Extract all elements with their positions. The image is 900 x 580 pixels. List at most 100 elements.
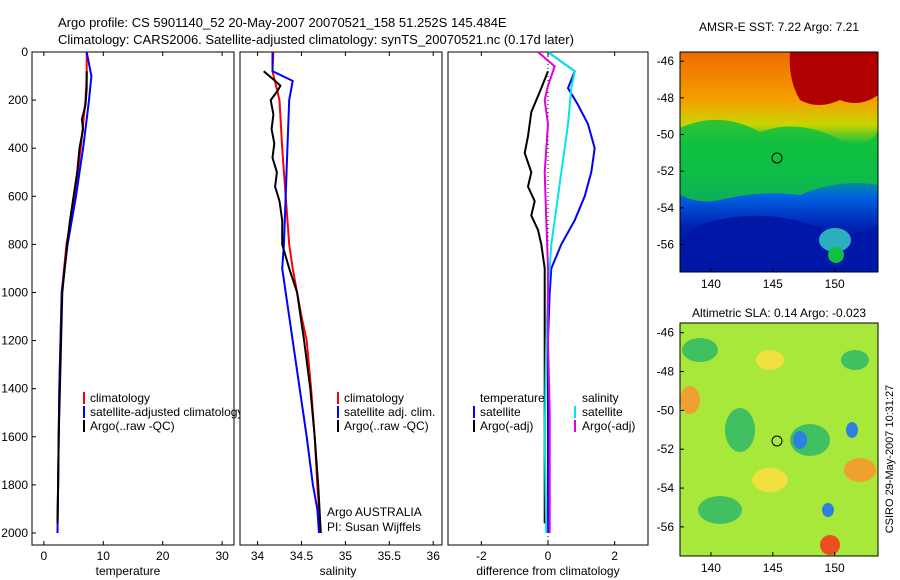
map-x-tick-label: 150 [825, 277, 845, 291]
sla-anomaly-green-4 [841, 350, 869, 370]
y-tick-label: 600 [8, 189, 28, 203]
map-x-tick-label: 140 [701, 561, 721, 575]
sla-anomaly-green-1 [682, 338, 718, 362]
sst-cool-eddy-core [828, 247, 844, 263]
sst-heatmap [680, 52, 878, 272]
series-line-salinity-argo-adj- [537, 51, 556, 533]
legend-label-salinity-argo: Argo(-adj) [582, 419, 635, 433]
temperature-legend: climatology satellite-adjusted climatolo… [83, 391, 243, 433]
x-tick-label: 35 [339, 549, 353, 563]
x-tick-label: 34 [251, 549, 265, 563]
sst-map-frame [679, 51, 879, 273]
map-y-tick-label: -50 [657, 403, 675, 417]
temperature-series-group [56, 51, 93, 534]
series-line-salinity-satellite [543, 51, 576, 534]
x-tick-label: 2 [611, 549, 618, 563]
x-tick-label: 30 [215, 549, 229, 563]
title-line-1: Argo profile: CS 5901140_52 20-May-2007 … [58, 15, 507, 30]
difference-series-group [523, 51, 596, 534]
map-y-tick-label: -46 [657, 326, 675, 340]
title-line-2: Climatology: CARS2006. Satellite-adjuste… [58, 32, 574, 47]
sla-anomaly-blue-3 [822, 503, 834, 517]
map-y-tick-label: -56 [657, 520, 675, 534]
salinity-x-axis-label: salinity [320, 564, 357, 578]
map-y-tick-label: -54 [657, 481, 675, 495]
series-line-argo-raw-qc- [56, 71, 88, 524]
legend-label-climatology: climatology [344, 391, 404, 405]
y-tick-label: 200 [8, 93, 28, 107]
sla-anomaly-green-2 [725, 408, 755, 452]
difference-legend: temperature satellite Argo(-adj) salinit… [473, 391, 635, 433]
x-tick-label: 34.5 [290, 549, 314, 563]
legend-title-salinity: salinity [582, 391, 619, 405]
sla-anomaly-yellow-1 [756, 350, 784, 370]
y-tick-label: 1400 [1, 382, 28, 396]
difference-x-axis-label: difference from climatology [476, 564, 619, 578]
sst-cold-patch [680, 215, 878, 272]
map-y-tick-label: -52 [657, 164, 675, 178]
series-line-temperature-argo-adj- [523, 70, 549, 524]
sla-anomaly-yellow-2 [752, 468, 788, 492]
sst-warm-patch [789, 52, 878, 105]
sst-cool-eddy [819, 228, 851, 252]
series-line-argo-raw-qc- [263, 70, 322, 534]
legend-label-temperature-satellite: satellite [480, 405, 521, 419]
sla-map-frame [679, 322, 879, 557]
sst-float-location-marker [771, 152, 783, 164]
x-tick-label: 10 [97, 549, 111, 563]
x-tick-label: -2 [476, 549, 487, 563]
sla-map-x-ticks: 140 145 150 [701, 552, 845, 575]
sla-anomaly-blue-2 [846, 422, 858, 438]
legend-label-climatology: climatology [90, 391, 150, 405]
sla-anomaly-blue-1 [793, 431, 807, 449]
legend-label-satellite: satellite adj. clim. [344, 405, 435, 419]
map-x-tick-label: 140 [701, 277, 721, 291]
sst-map-x-ticks: 140 145 150 [701, 268, 845, 291]
depth-y-ticks: 0 200 400 600 800 1000 1200 1400 1600 1800 2000 [1, 45, 36, 540]
sst-map-panel: AMSR-E SST: 7.22 Argo: 7.21 140 145 150 -4… [657, 20, 879, 291]
sst-map-y-ticks: -46 -48 -50 -52 -54 -56 [657, 54, 684, 252]
map-y-tick-label: -54 [657, 201, 675, 215]
salinity-annotation-line-1: Argo AUSTRALIA [327, 505, 422, 519]
salinity-series-group [263, 51, 322, 534]
x-tick-label: 20 [156, 549, 170, 563]
temperature-x-ticks: 0 10 20 30 [41, 52, 229, 563]
legend-title-temperature: temperature [480, 391, 545, 405]
temperature-axes-frame [31, 51, 235, 546]
y-tick-label: 1800 [1, 478, 28, 492]
map-x-tick-label: 145 [763, 561, 783, 575]
sla-anomaly-orange-1 [680, 386, 700, 414]
y-tick-label: 0 [21, 45, 28, 59]
sla-map-title: Altimetric SLA: 0.14 Argo: -0.023 [692, 306, 866, 320]
y-tick-label: 800 [8, 237, 28, 251]
difference-panel: -2 0 2 difference from climatology tempera… [447, 51, 649, 578]
map-y-tick-label: -50 [657, 128, 675, 142]
salinity-panel: 34 34.5 35 35.5 36 salinity climatology sate… [239, 51, 443, 578]
map-y-tick-label: -48 [657, 365, 675, 379]
sla-float-location-marker [771, 435, 783, 447]
y-tick-label: 1600 [1, 430, 28, 444]
map-y-tick-label: -48 [657, 91, 675, 105]
salinity-axes-frame [239, 51, 443, 546]
map-x-tick-label: 145 [763, 277, 783, 291]
temperature-x-axis-label: temperature [96, 564, 161, 578]
x-tick-label: 0 [41, 549, 48, 563]
sla-map-panel: Altimetric SLA: 0.14 Argo: -0.023 140 145… [657, 306, 879, 575]
legend-label-temperature-argo: Argo(-adj) [480, 419, 533, 433]
map-x-tick-label: 150 [825, 561, 845, 575]
y-tick-label: 1200 [1, 334, 28, 348]
x-tick-label: 35.5 [378, 549, 402, 563]
temperature-panel: 0 10 20 30 0 200 400 600 800 1000 1200 1400 1600 180… [1, 45, 243, 578]
sst-green-band [680, 119, 878, 202]
legend-label-argo: Argo(..raw -QC) [344, 419, 429, 433]
sla-map-y-ticks: -46 -48 -50 -52 -54 -56 [657, 326, 684, 534]
sla-anomaly-orange-3 [820, 535, 840, 555]
legend-label-salinity-satellite: satellite [582, 405, 623, 419]
series-line-satellite-adj-clim- [271, 52, 320, 534]
legend-label-satellite: satellite-adjusted climatology [90, 405, 243, 419]
map-y-tick-label: -52 [657, 442, 675, 456]
sst-map-title: AMSR-E SST: 7.22 Argo: 7.21 [699, 20, 859, 34]
x-tick-label: 36 [427, 549, 441, 563]
y-tick-label: 1000 [1, 285, 28, 299]
